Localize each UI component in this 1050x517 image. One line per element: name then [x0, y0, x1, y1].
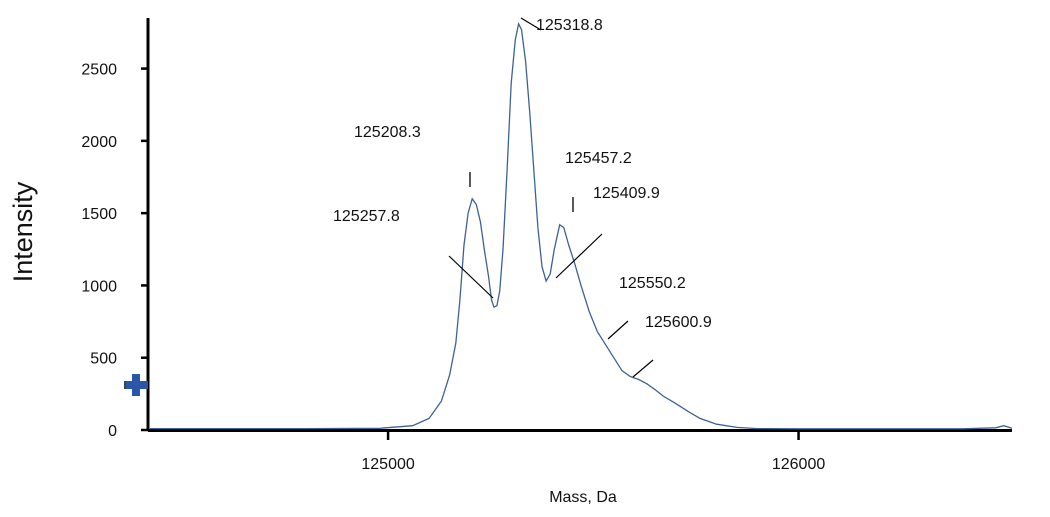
spectrum-line — [150, 21, 1013, 430]
x-axis-title: Mass, Da — [549, 489, 617, 506]
axis-ticks: 0 500 1000 1500 2000 2500 125000 126000 — [81, 62, 825, 473]
peak-label-125600-9: 125600.9 — [645, 314, 712, 331]
peak-label-125550-2: 125550.2 — [619, 275, 686, 292]
annotation-leader-lines — [448, 17, 654, 378]
x-tick-label-125000: 125000 — [361, 456, 414, 473]
cursor-marker — [124, 374, 148, 396]
peak-label-125208-3: 125208.3 — [354, 124, 421, 141]
y-tick-label-2000: 2000 — [81, 134, 117, 151]
peak-label-125457-2: 125457.2 — [565, 150, 632, 167]
y-axis-title: Intensity — [8, 181, 38, 282]
y-tick-label-1500: 1500 — [81, 206, 117, 223]
plot-area — [124, 18, 1013, 432]
annotation-labels: 125318.8 125208.3 125257.8 125457.2 1254… — [333, 17, 712, 331]
peak-label-125318-8: 125318.8 — [536, 17, 603, 34]
y-tick-label-1000: 1000 — [81, 278, 117, 295]
y-tick-label-500: 500 — [90, 351, 117, 368]
x-tick-label-126000: 126000 — [772, 456, 825, 473]
y-tick-label-2500: 2500 — [81, 62, 117, 79]
y-tick-label-0: 0 — [108, 423, 117, 440]
peak-label-125257-8: 125257.8 — [333, 208, 400, 225]
peak-label-125409-9: 125409.9 — [593, 185, 660, 202]
